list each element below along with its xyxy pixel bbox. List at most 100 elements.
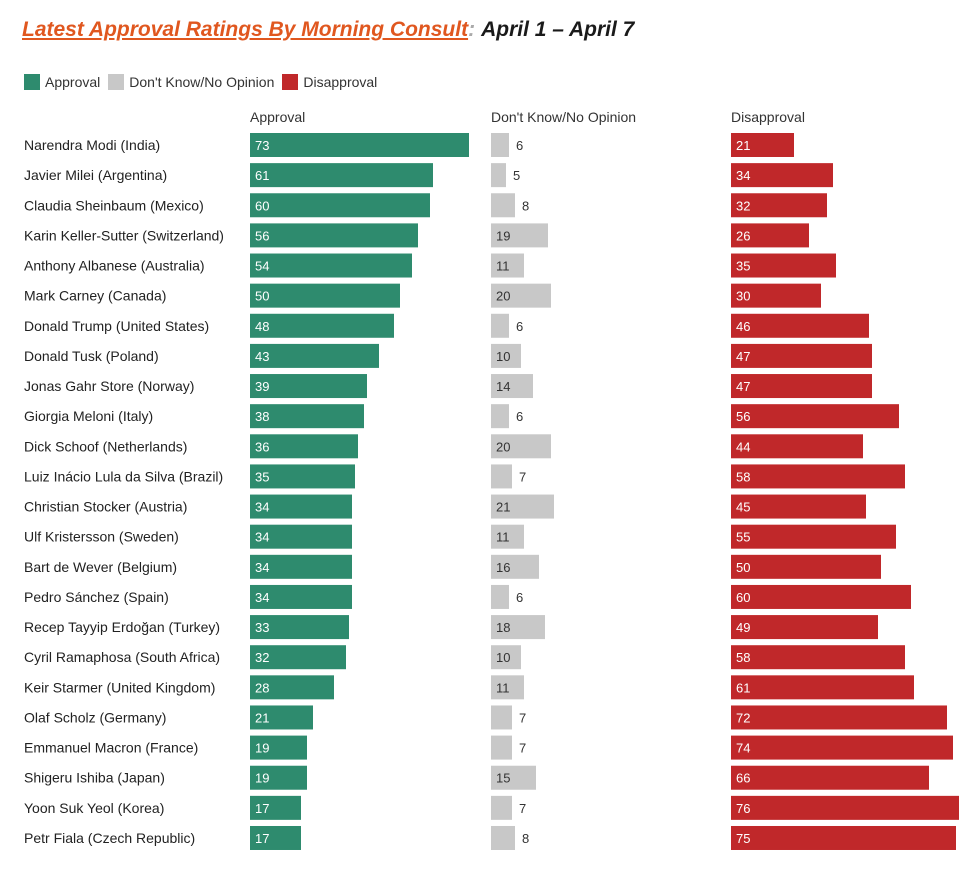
value-label-disapproval: 55 (736, 530, 750, 545)
value-label-disapproval: 72 (736, 710, 750, 725)
bar-dont-know (491, 765, 536, 790)
value-label-disapproval: 76 (736, 801, 750, 816)
legend: Approval Don't Know/No Opinion Disapprov… (24, 74, 385, 90)
row-label: Cyril Ramaphosa (South Africa) (24, 649, 220, 665)
value-label-disapproval: 66 (736, 771, 750, 786)
value-label-approval: 48 (255, 319, 269, 334)
bar-approval (250, 193, 430, 218)
value-label-dont-know: 16 (496, 560, 510, 575)
legend-item-disapproval: Disapproval (282, 74, 377, 90)
bar-disapproval (731, 584, 911, 609)
value-label-approval: 50 (255, 289, 269, 304)
value-label-dont-know: 6 (516, 590, 523, 605)
legend-swatch-dont-know (108, 74, 125, 90)
legend-swatch-approval (24, 74, 40, 90)
bar-approval (250, 133, 469, 157)
row-label: Karin Keller-Sutter (Switzerland) (24, 227, 224, 243)
value-label-approval: 21 (255, 710, 269, 725)
value-label-disapproval: 75 (736, 831, 750, 846)
column-header-disapproval: Disapproval (731, 109, 805, 125)
value-label-dont-know: 8 (522, 831, 529, 846)
bar-dont-know (491, 404, 509, 429)
bar-disapproval (731, 675, 914, 700)
bar-disapproval (731, 494, 866, 519)
row-label: Recep Tayyip Erdoğan (Turkey) (24, 619, 220, 635)
bar-approval (250, 434, 358, 459)
value-label-disapproval: 46 (736, 319, 750, 334)
legend-label-disapproval: Disapproval (303, 74, 378, 90)
value-label-disapproval: 61 (736, 680, 750, 695)
value-label-approval: 54 (255, 259, 269, 274)
bar-disapproval (731, 705, 947, 730)
value-label-approval: 17 (255, 831, 269, 846)
bar-approval (250, 825, 301, 850)
value-label-disapproval: 56 (736, 409, 750, 424)
bar-dont-know (491, 825, 515, 850)
title-dates: April 1 – April 7 (481, 18, 635, 41)
value-label-approval: 17 (255, 801, 269, 816)
bar-disapproval (731, 313, 869, 338)
bar-dont-know (491, 223, 548, 248)
value-label-dont-know: 20 (496, 289, 510, 304)
value-label-approval: 28 (255, 680, 269, 695)
value-label-approval: 43 (255, 349, 269, 364)
value-label-dont-know: 11 (496, 259, 510, 274)
title-separator: : (468, 18, 476, 41)
value-label-disapproval: 58 (736, 469, 750, 484)
chart-title: Latest Approval Ratings By Morning Consu… (22, 18, 634, 42)
value-label-approval: 60 (255, 198, 269, 213)
value-label-approval: 38 (255, 409, 269, 424)
bar-disapproval (731, 464, 905, 489)
row-label: Pedro Sánchez (Spain) (24, 589, 169, 605)
row-label: Narendra Modi (India) (24, 137, 160, 153)
bar-disapproval (731, 434, 863, 459)
row-label: Luiz Inácio Lula da Silva (Brazil) (24, 468, 223, 484)
value-label-approval: 35 (255, 469, 269, 484)
value-label-approval: 19 (255, 771, 269, 786)
bar-dont-know (491, 524, 524, 549)
value-label-approval: 61 (255, 168, 269, 183)
value-label-dont-know: 14 (496, 379, 510, 394)
bar-approval (250, 464, 355, 489)
value-label-dont-know: 15 (496, 771, 510, 786)
bar-approval (250, 374, 367, 399)
bar-dont-know (491, 313, 509, 338)
bar-approval (250, 765, 307, 790)
row-label: Petr Fiala (Czech Republic) (24, 830, 195, 846)
bar-disapproval (731, 343, 872, 368)
value-label-disapproval: 34 (736, 168, 750, 183)
value-label-approval: 19 (255, 741, 269, 756)
value-label-disapproval: 21 (736, 138, 750, 153)
value-label-disapproval: 30 (736, 289, 750, 304)
row-label: Bart de Wever (Belgium) (24, 559, 177, 575)
row-label: Mark Carney (Canada) (24, 288, 166, 304)
bar-disapproval (731, 193, 827, 218)
value-label-dont-know: 19 (496, 228, 510, 243)
bar-dont-know (491, 795, 512, 820)
bar-disapproval (731, 765, 929, 790)
bar-dont-know (491, 193, 515, 218)
value-label-dont-know: 10 (496, 349, 510, 364)
bar-dont-know (491, 735, 512, 760)
value-label-disapproval: 26 (736, 228, 750, 243)
row-label: Dick Schoof (Netherlands) (24, 438, 187, 454)
value-label-dont-know: 20 (496, 439, 510, 454)
bar-disapproval (731, 615, 878, 640)
bar-dont-know (491, 645, 521, 670)
value-label-dont-know: 5 (513, 168, 520, 183)
value-label-disapproval: 74 (736, 741, 750, 756)
value-label-disapproval: 60 (736, 590, 750, 605)
bar-approval (250, 584, 352, 609)
bar-disapproval (731, 163, 833, 188)
row-label: Christian Stocker (Austria) (24, 499, 187, 515)
value-label-disapproval: 45 (736, 500, 750, 515)
value-label-approval: 73 (255, 138, 269, 153)
bar-disapproval (731, 825, 956, 850)
bar-disapproval (731, 374, 872, 399)
bar-approval (250, 735, 307, 760)
title-link[interactable]: Latest Approval Ratings By Morning Consu… (22, 18, 469, 41)
value-label-approval: 33 (255, 620, 269, 635)
legend-item-approval: Approval (24, 74, 100, 90)
bar-disapproval (731, 133, 794, 157)
